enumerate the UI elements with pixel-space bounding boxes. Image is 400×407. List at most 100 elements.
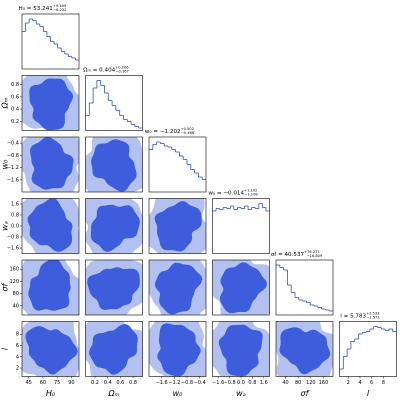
y-tick-label: −0.8 xyxy=(7,153,19,159)
panel-frame xyxy=(212,259,270,316)
histogram-step xyxy=(279,265,330,311)
x-tick-label: 1.6 xyxy=(260,380,268,386)
y-axis-label: Ωₘ xyxy=(1,97,10,109)
contours xyxy=(212,321,270,377)
y-axis-label: l xyxy=(1,347,10,350)
x-axis-label: wₐ xyxy=(236,389,246,398)
contours xyxy=(85,198,143,254)
contours xyxy=(149,198,206,254)
x-tick-label: 2 xyxy=(347,380,350,386)
y-tick-label: −0.4 xyxy=(7,141,19,147)
x-tick-label: 6 xyxy=(370,380,373,386)
title-upper: +2.533 xyxy=(366,312,379,316)
panel-frame xyxy=(212,198,270,254)
x-tick-label: 0.0 xyxy=(237,380,245,386)
y-tick-label: 2 xyxy=(16,366,19,372)
x-tick-label: 8 xyxy=(382,380,385,386)
contours xyxy=(22,198,79,254)
y-tick-label: 0.4 xyxy=(11,107,19,113)
panel-frame xyxy=(85,321,143,377)
x-tick-label: 0.8 xyxy=(129,380,137,386)
x-axis-label: Ωₘ xyxy=(107,389,119,398)
y-tick-label: 0.8 xyxy=(11,213,19,219)
contour-inner xyxy=(218,324,263,377)
y-tick-label: 0.8 xyxy=(11,82,19,88)
contours xyxy=(149,321,206,377)
title-text: w₀ = −1.202 xyxy=(145,129,181,135)
panel-title: wₐ = −0.014+1.102 −1.108 xyxy=(208,189,258,197)
y-tick-label: 160 xyxy=(9,267,19,273)
panel-title: H₀ = 53.241+9.169 −6.232 xyxy=(19,4,67,12)
x-tick-label: −0.8 xyxy=(181,380,193,386)
y-axis-label: wₐ xyxy=(1,221,10,231)
contours xyxy=(85,321,143,377)
panel-frame xyxy=(21,259,80,316)
contour-inner xyxy=(89,324,138,375)
title-upper: +0.502 xyxy=(181,127,194,131)
panel-frame xyxy=(85,75,143,131)
x-tick-label: −1.6 xyxy=(156,380,168,386)
histogram-step xyxy=(25,19,76,60)
panel-frame xyxy=(21,75,80,131)
contour-inner xyxy=(30,137,74,190)
contour-inner xyxy=(219,262,267,314)
x-tick-label: 120 xyxy=(306,380,316,386)
contour-inner xyxy=(91,139,137,192)
contours xyxy=(85,137,143,192)
panel-frame xyxy=(148,259,207,316)
contour-inner xyxy=(25,326,78,375)
x-tick-label: 60 xyxy=(40,380,46,386)
x-tick-label: −1.6 xyxy=(212,380,224,386)
y-tick-label: 40 xyxy=(13,303,19,309)
x-tick-label: 45 xyxy=(25,380,31,386)
contour-inner xyxy=(90,204,140,252)
title-text: Ωₘ = 0.404 xyxy=(83,67,115,73)
x-tick-label: 160 xyxy=(319,380,329,386)
panel-frame xyxy=(275,321,334,377)
y-axis-label: w₀ xyxy=(1,159,10,170)
contours xyxy=(22,321,79,377)
title-text: wₐ = −0.014 xyxy=(208,190,244,196)
panel-frame xyxy=(21,13,80,70)
title-upper: +0.206 xyxy=(115,66,129,70)
title-lower: −0.466 xyxy=(181,131,195,135)
y-tick-label: 0.2 xyxy=(11,119,19,125)
title-lower: −1.108 xyxy=(244,193,258,197)
panel-frame xyxy=(21,136,80,193)
y-tick-label: 6 xyxy=(16,343,19,349)
histogram-step xyxy=(88,80,140,128)
title-text: σf = 40.537 xyxy=(271,252,305,258)
histogram-step xyxy=(152,142,203,180)
panel-title: Ωₘ = 0.404+0.206 −0.167 xyxy=(83,66,129,74)
panel-frame xyxy=(148,198,207,254)
panel-frame xyxy=(85,136,143,193)
panel-frame xyxy=(275,259,334,316)
x-axis-label: σf xyxy=(301,389,310,398)
y-tick-label: 120 xyxy=(9,279,19,285)
x-tick-label: −0.8 xyxy=(224,380,236,386)
title-lower: −0.167 xyxy=(116,70,129,74)
y-tick-label: 0.0 xyxy=(11,224,19,230)
title-text: l = 5.783 xyxy=(340,313,366,319)
panel-frame xyxy=(85,259,143,316)
contours xyxy=(22,75,79,131)
y-tick-label: −1.6 xyxy=(7,177,19,183)
title-upper: +76.271 xyxy=(304,250,320,254)
x-tick-label: 40 xyxy=(282,380,288,386)
contours xyxy=(276,321,333,377)
contour-inner xyxy=(154,201,202,252)
x-tick-label: 0.4 xyxy=(104,380,112,386)
y-tick-label: 8 xyxy=(16,332,19,338)
panel-frame xyxy=(148,136,207,193)
panel-title: w₀ = −1.202+0.502 −0.466 xyxy=(145,127,195,135)
panel-frame xyxy=(85,198,143,254)
panel-frame xyxy=(148,321,207,377)
x-axis-label: w₀ xyxy=(173,389,184,398)
histogram-step xyxy=(215,203,267,211)
title-upper: +9.169 xyxy=(53,4,67,8)
contour-inner xyxy=(29,78,74,131)
y-tick-label: 80 xyxy=(13,291,19,297)
y-axis-label: σf xyxy=(1,282,10,291)
x-axis-label: H₀ xyxy=(46,389,56,398)
x-tick-label: −1.2 xyxy=(168,380,180,386)
